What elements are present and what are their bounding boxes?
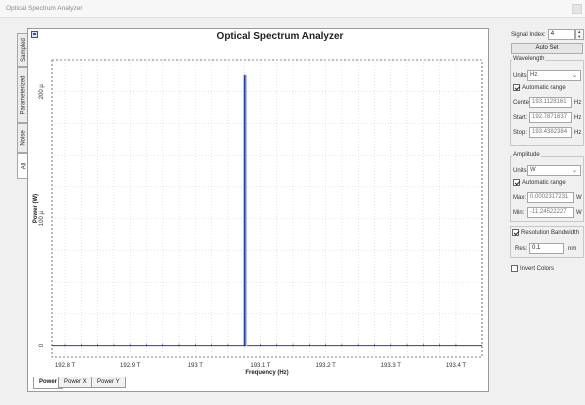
x-tick-label: 193 T [188,363,204,369]
stop-unit: Hz [574,129,582,136]
resolution-bandwidth-row[interactable]: Resolution Bandwidth [512,229,579,236]
res-input[interactable]: 0.1 [529,243,564,254]
tab-noise[interactable]: Noise [17,123,29,153]
wavelength-group [510,60,584,146]
amplitude-units-label: Units: [513,167,529,174]
wavelength-auto-range-checkbox[interactable] [513,84,520,91]
max-row: Max: 0.0002317231 W [513,192,582,203]
auto-set-button[interactable]: Auto Set [511,43,583,54]
x-tick-label: 193.1 T [250,363,271,369]
center-unit: Hz [574,99,582,106]
stop-row: Stop: 193.4382384 Hz [513,127,581,138]
invert-colors-label: Invert Colors [520,265,555,272]
amplitude-group [510,156,584,222]
amplitude-auto-range-label: Automatic range [522,179,566,186]
stop-input[interactable]: 193.4382384 [529,127,572,138]
y-tick-label: 0 [39,343,45,347]
res-unit: nm [568,245,577,252]
close-icon[interactable] [572,4,582,14]
y-tick-label: 200 µ [39,84,45,100]
invert-colors-checkbox[interactable] [511,265,518,272]
amplitude-units-row: Units: W ⌄ [513,165,581,176]
invert-colors-row[interactable]: Invert Colors [511,265,554,272]
start-label: Start: [513,114,528,121]
y-tick-label: 100 µ [39,211,45,227]
y-axis-label: Power (W) [33,194,39,223]
chart-panel [27,28,489,392]
max-unit: W [576,194,582,201]
start-unit: Hz [574,114,582,121]
x-axis-label: Frequency (Hz) [245,370,288,376]
window-title: Optical Spectrum Analyzer [6,5,83,12]
resolution-bandwidth-label: Resolution Bandwidth [521,229,580,236]
resolution-bandwidth-checkbox[interactable] [512,229,519,236]
series-line-0 [52,74,482,347]
vertical-tab-strip: Sampled Parameterized Noise All [17,33,30,183]
amplitude-auto-range-row[interactable]: Automatic range [513,179,566,186]
signal-index-input[interactable]: 4 [547,29,575,40]
center-label: Center: [513,99,533,106]
wavelength-units-select[interactable]: Hz ⌄ [527,70,581,81]
center-input[interactable]: 193.1128161 [529,97,572,108]
wavelength-group-title: Wavelength [512,56,546,62]
stop-label: Stop: [513,129,528,136]
tab-all[interactable]: All [17,153,30,179]
title-bar: Optical Spectrum Analyzer [0,0,585,18]
min-label: Min: [513,209,525,216]
wavelength-auto-range-row[interactable]: Automatic range [513,84,566,91]
graph-settings-icon[interactable] [31,31,38,38]
resolution-group [510,226,584,258]
min-row: Min: -11.24522227 W [513,207,582,218]
chevron-down-icon: ⌄ [571,168,577,174]
x-tick-label: 193.2 T [316,363,337,369]
x-tick-label: 193.3 T [381,363,402,369]
tab-power-x[interactable]: Power X [58,377,93,388]
signal-index-spinner[interactable]: ▲ ▼ [574,29,584,40]
x-tick-label: 192.8 T [55,363,76,369]
start-row: Start: 192.7871637 Hz [513,112,581,123]
amplitude-auto-range-checkbox[interactable] [513,179,520,186]
max-input[interactable]: 0.0002317231 [527,192,574,203]
wavelength-auto-range-label: Automatic range [522,84,566,91]
wavelength-units-row: Units: Hz ⌄ [513,70,581,81]
x-tick-label: 192.9 T [120,363,141,369]
plot-frame [51,59,483,358]
signal-index-label: Signal Index: [511,31,546,38]
wavelength-units-label: Units: [513,72,529,79]
center-row: Center: 193.1128161 Hz [513,97,581,108]
amplitude-group-title: Amplitude [512,152,541,158]
start-input[interactable]: 192.7871637 [529,112,572,123]
amplitude-units-select[interactable]: W ⌄ [527,165,581,176]
signal-index-row: Signal Index: 4 ▲ ▼ [511,29,584,40]
tab-power-y[interactable]: Power Y [91,377,126,388]
chart-title: Optical Spectrum Analyzer [216,31,344,42]
series-line-1 [245,74,248,347]
res-row: Res: 0.1 nm [515,243,576,254]
res-label: Res: [515,245,528,252]
max-label: Max: [513,194,527,201]
tab-sampled[interactable]: Sampled [17,33,29,67]
chevron-down-icon: ⌄ [571,73,577,79]
min-unit: W [576,209,582,216]
min-input[interactable]: -11.24522227 [527,207,574,218]
tab-parameterized[interactable]: Parameterized [17,67,29,123]
x-tick-label: 193.4 T [446,363,467,369]
